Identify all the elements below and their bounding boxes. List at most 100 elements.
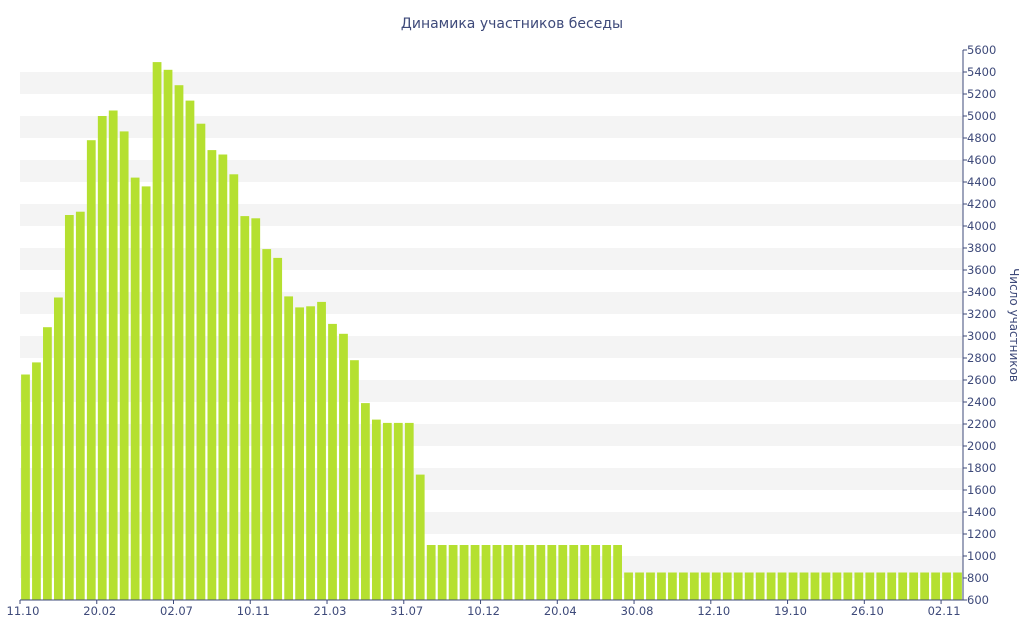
bar	[229, 174, 239, 601]
bar	[339, 333, 348, 600]
x-tick-label: 11.10	[7, 604, 40, 618]
bar	[328, 323, 337, 600]
x-tick-label: 12.10	[697, 604, 730, 618]
bar	[306, 306, 315, 600]
x-tick-label: 10.12	[467, 604, 500, 618]
bar	[119, 131, 129, 600]
x-tick-label: 26.10	[851, 604, 884, 618]
bar	[21, 374, 30, 600]
y-tick-label: 5600	[967, 43, 996, 57]
bar	[679, 572, 688, 600]
bar	[470, 545, 480, 600]
bar	[75, 211, 85, 600]
y-tick-label: 4000	[967, 219, 996, 233]
bar	[646, 572, 655, 600]
x-tick-label: 31.07	[390, 604, 423, 618]
bar	[613, 545, 622, 600]
bar-series	[21, 62, 962, 601]
y-tick-label: 2600	[967, 373, 996, 387]
x-tick-label: 20.04	[544, 604, 577, 618]
bar	[350, 360, 359, 600]
bar	[536, 545, 546, 600]
y-axis-label: Число участников	[1007, 268, 1021, 382]
bar	[931, 572, 940, 600]
bar	[426, 545, 436, 600]
bar	[218, 154, 228, 600]
bar	[832, 572, 842, 600]
y-tick-label: 5000	[967, 109, 996, 123]
bar	[32, 362, 41, 600]
bar	[711, 572, 721, 600]
bar	[591, 545, 601, 600]
bar	[448, 545, 458, 600]
bar	[854, 572, 864, 600]
bar	[569, 545, 579, 600]
bar	[317, 301, 326, 600]
bar	[668, 572, 677, 600]
bar	[700, 572, 710, 600]
bar	[492, 545, 502, 600]
x-tick-label: 10.11	[237, 604, 270, 618]
bar	[580, 545, 590, 600]
bar	[152, 62, 162, 601]
bar	[953, 572, 962, 600]
bar	[624, 572, 633, 600]
bar	[97, 116, 107, 600]
y-tick-label: 800	[967, 571, 989, 585]
bar	[733, 572, 743, 600]
x-tick-label: 02.11	[928, 604, 961, 618]
x-tick-label: 02.07	[160, 604, 193, 618]
grid-band	[20, 160, 963, 182]
bar	[207, 150, 217, 600]
bar	[43, 327, 52, 600]
bar	[262, 249, 272, 600]
y-tick-label: 2000	[967, 439, 996, 453]
bar	[382, 422, 392, 600]
grid-band	[20, 116, 963, 138]
y-tick-label: 4800	[967, 131, 996, 145]
y-tick-label: 2800	[967, 351, 996, 365]
bar	[437, 545, 447, 600]
bar	[284, 296, 294, 600]
bar	[602, 545, 612, 600]
bar	[86, 140, 96, 600]
bar	[108, 110, 118, 600]
bar	[558, 545, 568, 600]
bar	[459, 545, 469, 600]
bar	[174, 85, 184, 600]
bar	[404, 422, 414, 600]
bar	[876, 572, 886, 600]
y-tick-label: 600	[967, 593, 989, 607]
bar	[898, 572, 908, 600]
bar	[920, 572, 930, 600]
y-tick-label: 3800	[967, 241, 996, 255]
x-axis-ticks: 11.10 20.02 02.07 10.11 21.03 31.07 10.12 20.04…	[7, 600, 961, 618]
y-tick-label: 1400	[967, 505, 996, 519]
bar	[843, 572, 853, 600]
bar	[777, 572, 787, 600]
y-tick-label: 2400	[967, 395, 996, 409]
y-tick-label: 3400	[967, 285, 996, 299]
x-tick-label: 21.03	[314, 604, 347, 618]
bar	[64, 215, 74, 600]
y-tick-label: 1600	[967, 483, 996, 497]
y-tick-label: 1800	[967, 461, 996, 475]
bar	[295, 307, 304, 600]
bar	[810, 572, 820, 600]
y-tick-label: 4400	[967, 175, 996, 189]
x-tick-label: 20.02	[83, 604, 116, 618]
bar	[371, 419, 381, 600]
bar	[53, 297, 63, 600]
grid-band	[20, 72, 963, 94]
y-tick-label: 1000	[967, 549, 996, 563]
x-tick-label: 19.10	[774, 604, 807, 618]
bar	[185, 100, 195, 600]
bar	[503, 545, 513, 600]
bar	[722, 572, 732, 600]
y-tick-label: 3000	[967, 329, 996, 343]
bar	[942, 572, 951, 600]
bar	[240, 216, 250, 600]
bar	[821, 572, 831, 600]
bar	[514, 545, 524, 600]
